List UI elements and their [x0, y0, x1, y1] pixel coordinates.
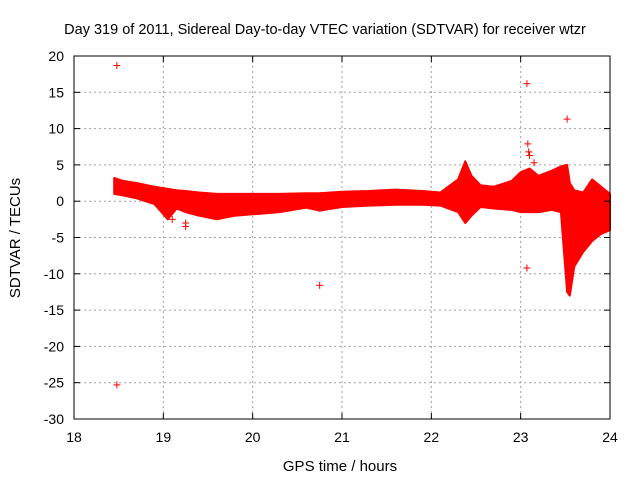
- y-tick-label: 20: [48, 48, 64, 64]
- y-axis: -30 -25 -20 -15 -10 -5 0 5 10 15 20: [44, 48, 610, 427]
- y-tick-label: -15: [44, 302, 64, 318]
- outlier-point: [563, 115, 571, 123]
- x-tick-label: 19: [156, 429, 172, 445]
- outlier-point: [526, 151, 534, 159]
- outlier-point: [523, 264, 531, 272]
- x-tick-label: 18: [66, 429, 82, 445]
- y-tick-label: -30: [44, 411, 64, 427]
- outlier-point: [563, 248, 571, 256]
- outlier-point: [530, 159, 538, 167]
- y-tick-label: 10: [48, 121, 64, 137]
- y-tick-label: 5: [56, 157, 64, 173]
- y-tick-label: 0: [56, 193, 64, 209]
- outlier-points: [113, 61, 571, 389]
- chart-title: Day 319 of 2011, Sidereal Day-to-day VTE…: [64, 22, 586, 38]
- outlier-point: [182, 219, 190, 227]
- data-band: [113, 160, 611, 297]
- x-axis: 18 19 20 21 22 23 24: [66, 56, 618, 445]
- outlier-point: [113, 61, 121, 69]
- y-tick-label: -20: [44, 338, 64, 354]
- outlier-point: [523, 80, 531, 88]
- x-tick-label: 24: [602, 429, 618, 445]
- y-tick-label: 15: [48, 84, 64, 100]
- x-tick-label: 20: [245, 429, 261, 445]
- outlier-point: [316, 281, 324, 289]
- sdtvar-band: [113, 160, 611, 297]
- y-axis-title: SDTVAR / TECUs: [7, 178, 24, 298]
- outlier-point: [525, 148, 533, 156]
- x-axis-title: GPS time / hours: [283, 458, 397, 475]
- x-tick-label: 22: [424, 429, 440, 445]
- y-tick-label: -25: [44, 375, 64, 391]
- outlier-point: [168, 215, 176, 223]
- y-tick-label: -10: [44, 266, 64, 282]
- outlier-point: [113, 381, 121, 389]
- outlier-point: [524, 140, 532, 148]
- y-tick-label: -5: [52, 230, 65, 246]
- x-tick-label: 21: [334, 429, 350, 445]
- x-tick-label: 23: [513, 429, 529, 445]
- grid-lines: [74, 56, 610, 419]
